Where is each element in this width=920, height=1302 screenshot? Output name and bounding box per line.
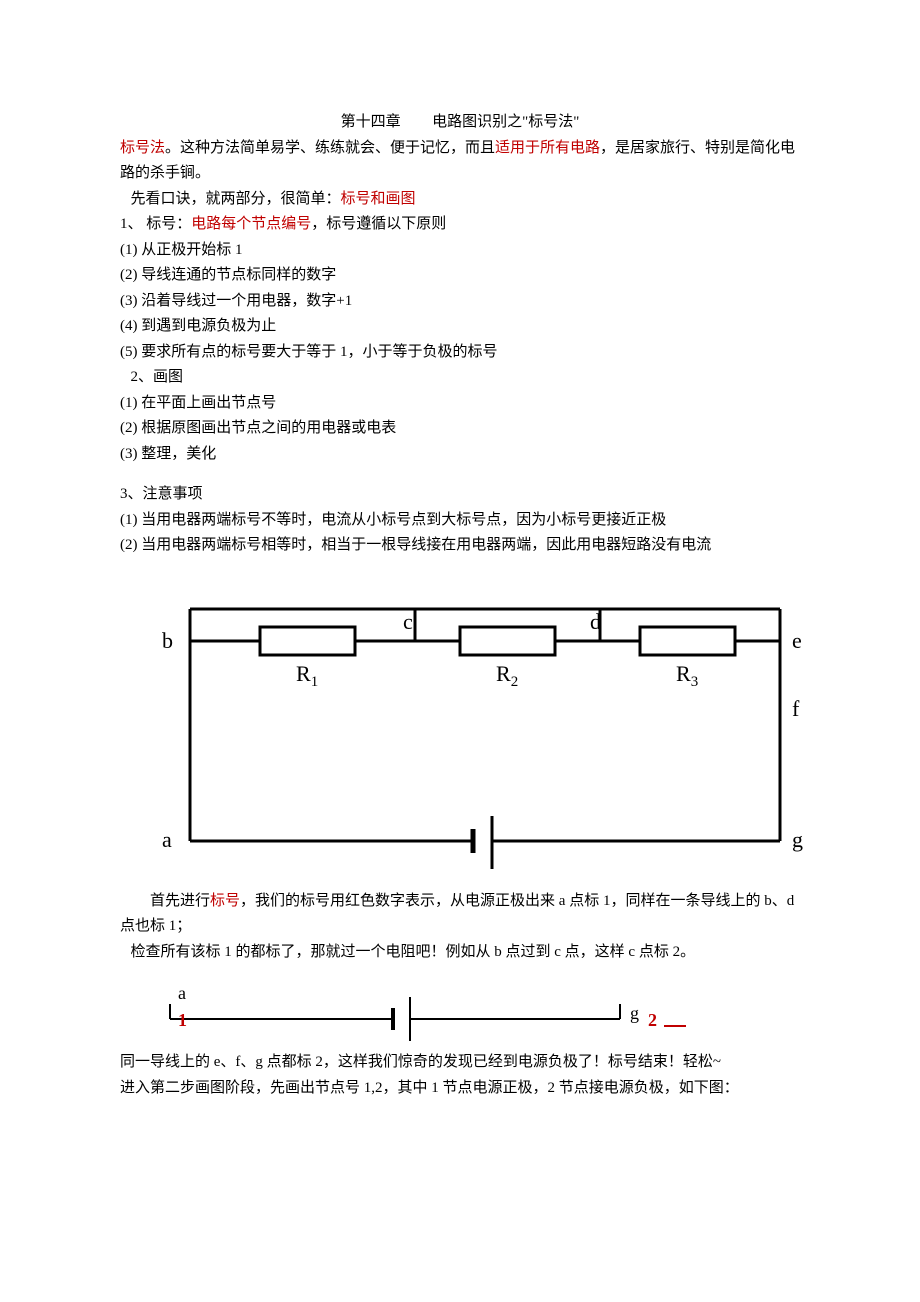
node2-label-g: g — [630, 1003, 639, 1023]
para-step2: 进入第二步画图阶段，先画出节点号 1,2，其中 1 节点电源正极，2 节点接电源… — [120, 1076, 800, 1102]
sec1-item2: (2) 导线连通的节点标同样的数字 — [120, 263, 800, 289]
node2-label-a: a — [178, 983, 186, 1003]
resistor-label-r3: R3 — [676, 661, 698, 690]
resistor-label-r2: R2 — [496, 661, 518, 690]
chapter-name: 电路图识别之"标号法" — [432, 114, 579, 130]
sec3-item1: (1) 当用电器两端标号不等时，电流从小标号点到大标号点，因为小标号更接近正极 — [120, 508, 800, 534]
node-label-d: d — [590, 609, 601, 634]
koujue-line: 先看口诀，就两部分，很简单：标号和画图 — [120, 187, 800, 213]
resistor-label-r1: R1 — [296, 661, 318, 690]
node-label-g: g — [792, 827, 803, 852]
chapter-title: 第十四章 电路图识别之"标号法" — [120, 110, 800, 136]
sec3-item2: (2) 当用电器两端标号相等时，相当于一根导线接在用电器两端，因此用电器短路没有… — [120, 533, 800, 559]
node-label-c: c — [403, 609, 413, 634]
para-same-wire: 同一导线上的 e、f、g 点都标 2，这样我们惊奇的发现已经到电源负极了！标号结… — [120, 1050, 800, 1076]
chapter-number: 第十四章 — [341, 114, 401, 130]
section1-head: 1、 标号：电路每个节点编号，标号遵循以下原则 — [120, 212, 800, 238]
node2-num-2: 2 — [648, 1010, 657, 1030]
document-page: 第十四章 电路图识别之"标号法" 标号法。这种方法简单易学、练练就会、便于记忆，… — [0, 0, 920, 1302]
section3-head: 3、注意事项 — [120, 482, 800, 508]
circuit-diagram-bottom: a g 1 2 — [140, 971, 700, 1046]
sec2-item3: (3) 整理，美化 — [120, 442, 800, 468]
intro-paragraph: 标号法。这种方法简单易学、练练就会、便于记忆，而且适用于所有电路，是居家旅行、特… — [120, 136, 800, 187]
node-label-f: f — [792, 696, 800, 721]
sec1-item5: (5) 要求所有点的标号要大于等于 1，小于等于负极的标号 — [120, 340, 800, 366]
intro-keyword2: 适用于所有电路 — [495, 140, 600, 156]
circuit-diagram-main: b c d e f a g R1 R2 R3 — [150, 571, 810, 881]
node-label-a: a — [162, 827, 172, 852]
node-label-b: b — [162, 628, 173, 653]
section2-head: 2、画图 — [120, 365, 800, 391]
para-check: 检查所有该标 1 的都标了，那就过一个电阻吧！例如从 b 点过到 c 点，这样 … — [120, 940, 800, 966]
para-label-first: 首先进行标号，我们的标号用红色数字表示，从电源正极出来 a 点标 1，同样在一条… — [120, 889, 800, 940]
sec2-item2: (2) 根据原图画出节点之间的用电器或电表 — [120, 416, 800, 442]
sec2-item1: (1) 在平面上画出节点号 — [120, 391, 800, 417]
sec1-item3: (3) 沿着导线过一个用电器，数字+1 — [120, 289, 800, 315]
sec1-item4: (4) 到遇到电源负极为止 — [120, 314, 800, 340]
sec1-item1: (1) 从正极开始标 1 — [120, 238, 800, 264]
intro-keyword: 标号法 — [120, 140, 165, 156]
node2-num-1: 1 — [178, 1010, 187, 1030]
node-label-e: e — [792, 628, 802, 653]
